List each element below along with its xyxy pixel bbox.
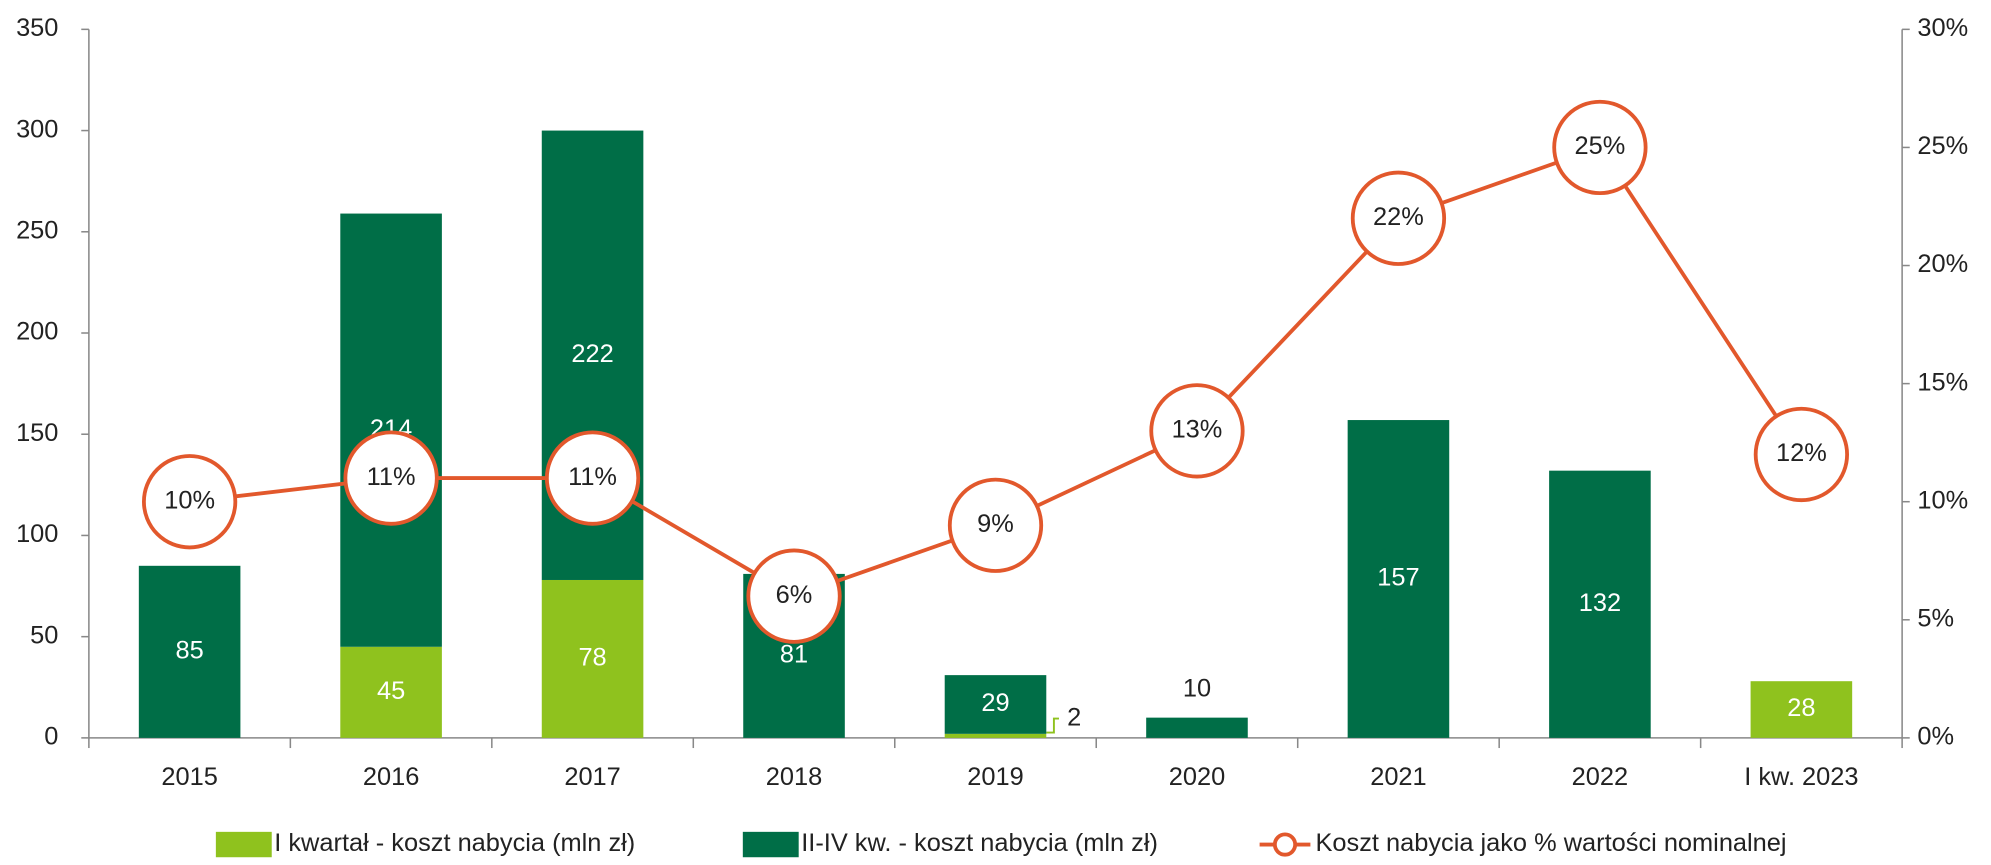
- y-tick-label: 300: [16, 115, 58, 143]
- x-tick-label: I kw. 2023: [1744, 763, 1858, 791]
- data-label: 29: [981, 689, 1009, 717]
- legend-label: I kwartał - koszt nabycia (mln zł): [274, 829, 635, 857]
- data-label: 2: [1067, 703, 1081, 731]
- line-marker: [343, 430, 439, 526]
- legend-label: II-IV kw. - koszt nabycia (mln zł): [801, 829, 1158, 857]
- data-label: 132: [1579, 589, 1621, 617]
- data-label: 10: [1183, 674, 1211, 702]
- x-tick-label: 2019: [967, 763, 1023, 791]
- x-tick-label: 2016: [363, 763, 419, 791]
- data-label: 11%: [568, 463, 617, 491]
- legend-label: Koszt nabycia jako % wartości nominalnej: [1315, 829, 1786, 857]
- bar: [138, 565, 241, 738]
- bar: [944, 733, 1047, 738]
- y2-tick-label: 20%: [1917, 250, 1968, 278]
- bar: [1146, 717, 1248, 738]
- y2-tick-label: 25%: [1917, 132, 1968, 160]
- x-tick-label: 2022: [1572, 763, 1628, 791]
- data-label: 25%: [1575, 132, 1626, 160]
- y-tick-label: 0: [44, 723, 58, 751]
- data-label: 11%: [367, 463, 416, 491]
- data-label: 45: [377, 677, 405, 705]
- x-tick-label: 2020: [1169, 763, 1225, 791]
- y-tick-label: 250: [16, 216, 58, 244]
- data-label: 78: [578, 644, 606, 672]
- data-label: 12%: [1776, 439, 1827, 467]
- x-tick-label: 2021: [1370, 763, 1426, 791]
- data-label: 22%: [1373, 203, 1424, 231]
- x-tick-label: 2017: [564, 763, 620, 791]
- y2-tick-label: 10%: [1917, 486, 1968, 514]
- data-label: 85: [176, 637, 204, 665]
- line-marker: [947, 477, 1044, 573]
- legend-marker: [1272, 832, 1298, 857]
- bar: [1347, 420, 1450, 738]
- data-label: 81: [780, 641, 808, 669]
- x-tick-label: 2018: [766, 763, 822, 791]
- y2-tick-label: 15%: [1917, 368, 1968, 396]
- line-marker: [746, 548, 842, 644]
- x-tick-label: 2015: [161, 763, 217, 791]
- y2-tick-label: 30%: [1917, 14, 1968, 42]
- line-marker: [142, 454, 238, 550]
- bar: [1549, 470, 1651, 738]
- leader-line: [1046, 717, 1059, 734]
- data-label: 157: [1377, 564, 1419, 592]
- bar: [340, 646, 442, 738]
- bar: [541, 579, 644, 738]
- line-marker: [1350, 170, 1447, 266]
- line-marker: [1753, 406, 1849, 503]
- data-label: 10%: [164, 486, 215, 514]
- line-marker: [1552, 99, 1648, 196]
- y2-tick-label: 0%: [1917, 723, 1954, 751]
- y-tick-label: 200: [16, 318, 58, 346]
- bar: [340, 213, 442, 647]
- y-tick-label: 50: [30, 621, 58, 649]
- y-tick-label: 100: [16, 520, 58, 548]
- data-label: 13%: [1172, 416, 1223, 444]
- bar: [944, 675, 1047, 734]
- data-label: 222: [571, 340, 613, 368]
- bar: [1750, 681, 1853, 738]
- y-tick-label: 350: [16, 14, 58, 42]
- line-marker: [544, 430, 641, 526]
- data-label: 6%: [776, 581, 813, 609]
- legend-swatch: [742, 831, 799, 858]
- data-label: 28: [1787, 694, 1815, 722]
- line-marker: [1149, 383, 1245, 479]
- y-tick-label: 150: [16, 419, 58, 447]
- data-label: 9%: [977, 510, 1014, 538]
- legend-swatch: [215, 831, 272, 858]
- y2-tick-label: 5%: [1917, 604, 1954, 632]
